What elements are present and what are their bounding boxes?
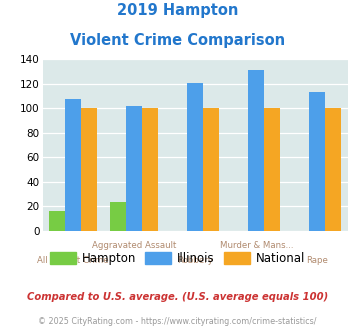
Bar <box>110 202 126 231</box>
Bar <box>325 109 341 231</box>
Bar <box>126 106 142 231</box>
Text: Murder & Mans...: Murder & Mans... <box>219 241 293 250</box>
Bar <box>142 109 158 231</box>
Text: Compared to U.S. average. (U.S. average equals 100): Compared to U.S. average. (U.S. average … <box>27 292 328 302</box>
Bar <box>49 212 65 231</box>
Text: All Violent Crime: All Violent Crime <box>37 256 109 265</box>
Text: Rape: Rape <box>306 256 328 265</box>
Bar <box>65 99 81 231</box>
Bar <box>310 92 325 231</box>
Bar <box>264 109 280 231</box>
Text: 2019 Hampton: 2019 Hampton <box>117 3 238 18</box>
Text: Robbery: Robbery <box>177 256 213 265</box>
Bar <box>81 109 97 231</box>
Bar <box>248 70 264 231</box>
Bar <box>187 83 203 231</box>
Bar <box>203 109 219 231</box>
Legend: Hampton, Illinois, National: Hampton, Illinois, National <box>45 247 310 270</box>
Text: Violent Crime Comparison: Violent Crime Comparison <box>70 33 285 48</box>
Text: Aggravated Assault: Aggravated Assault <box>92 241 176 250</box>
Text: © 2025 CityRating.com - https://www.cityrating.com/crime-statistics/: © 2025 CityRating.com - https://www.city… <box>38 317 317 326</box>
